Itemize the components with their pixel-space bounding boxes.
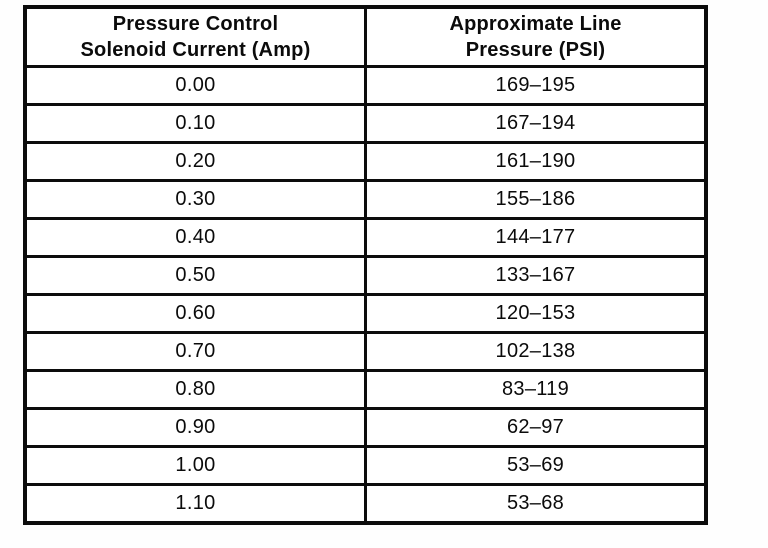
header-line-2: Solenoid Current (Amp) [80, 39, 311, 61]
cell-solenoid-current: 0.30 [23, 179, 367, 220]
cell-solenoid-current: 1.00 [23, 445, 367, 486]
table-header-row: Pressure Control Solenoid Current (Amp) … [23, 5, 708, 68]
cell-solenoid-current: 0.10 [23, 103, 367, 144]
table-body: 0.00 169–195 0.10 167–194 0.20 161–190 0… [23, 65, 708, 525]
cell-solenoid-current: 0.40 [23, 217, 367, 258]
cell-line-pressure: 155–186 [364, 179, 708, 220]
table-row: 0.20 161–190 [23, 141, 708, 182]
pressure-solenoid-table: Pressure Control Solenoid Current (Amp) … [23, 5, 708, 525]
cell-line-pressure: 167–194 [364, 103, 708, 144]
cell-line-pressure: 120–153 [364, 293, 708, 334]
cell-line-pressure: 144–177 [364, 217, 708, 258]
cell-line-pressure: 133–167 [364, 255, 708, 296]
header-line-1: Approximate Line [449, 13, 622, 35]
header-cell-line-pressure: Approximate Line Pressure (PSI) [364, 5, 708, 68]
table-row: 0.70 102–138 [23, 331, 708, 372]
table-row: 0.80 83–119 [23, 369, 708, 410]
table-header: Pressure Control Solenoid Current (Amp) … [23, 5, 708, 68]
cell-solenoid-current: 0.70 [23, 331, 367, 372]
table-row: 0.60 120–153 [23, 293, 708, 334]
table-row: 0.30 155–186 [23, 179, 708, 220]
table-row: 1.10 53–68 [23, 483, 708, 525]
header-cell-solenoid-current: Pressure Control Solenoid Current (Amp) [23, 5, 367, 68]
table-row: 0.10 167–194 [23, 103, 708, 144]
header-line-1: Pressure Control [112, 13, 279, 35]
cell-solenoid-current: 0.60 [23, 293, 367, 334]
cell-solenoid-current: 0.90 [23, 407, 367, 448]
cell-line-pressure: 169–195 [364, 65, 708, 106]
cell-solenoid-current: 0.50 [23, 255, 367, 296]
table-row: 0.00 169–195 [23, 65, 708, 106]
cell-solenoid-current: 0.20 [23, 141, 367, 182]
table-row: 0.40 144–177 [23, 217, 708, 258]
cell-line-pressure: 53–69 [364, 445, 708, 486]
table-row: 1.00 53–69 [23, 445, 708, 486]
cell-line-pressure: 53–68 [364, 483, 708, 525]
cell-line-pressure: 102–138 [364, 331, 708, 372]
cell-line-pressure: 161–190 [364, 141, 708, 182]
table-row: 0.90 62–97 [23, 407, 708, 448]
table-row: 0.50 133–167 [23, 255, 708, 296]
cell-line-pressure: 83–119 [364, 369, 708, 410]
header-line-2: Pressure (PSI) [465, 39, 606, 61]
cell-solenoid-current: 0.00 [23, 65, 367, 106]
cell-solenoid-current: 0.80 [23, 369, 367, 410]
cell-solenoid-current: 1.10 [23, 483, 367, 525]
cell-line-pressure: 62–97 [364, 407, 708, 448]
